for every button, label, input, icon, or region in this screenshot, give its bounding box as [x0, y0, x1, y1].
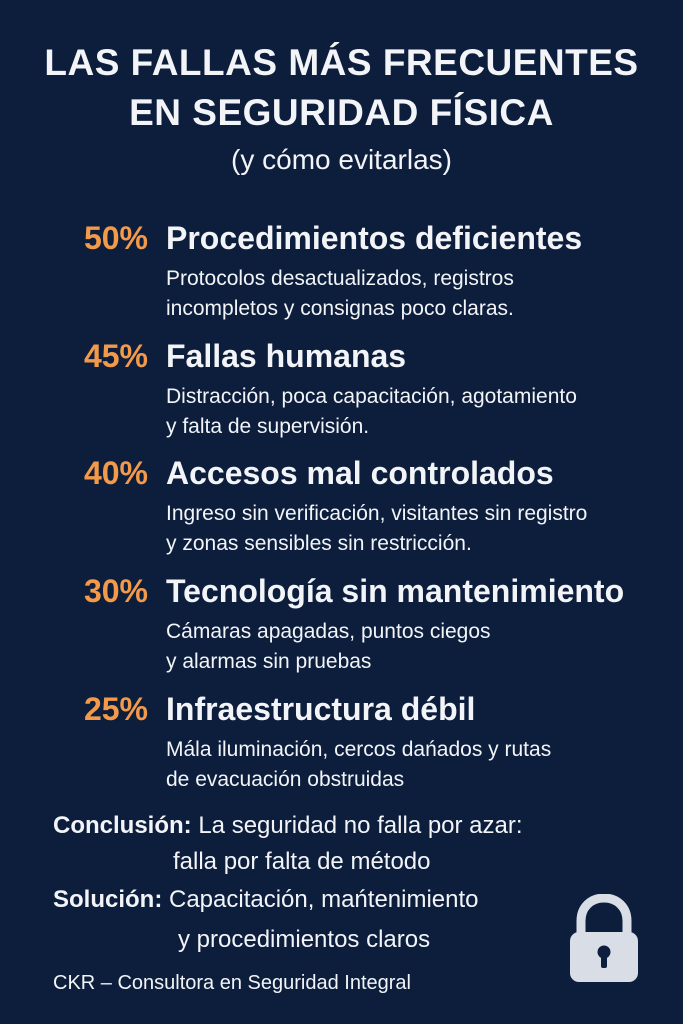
footer-credit: CKR – Consultora en Seguridad Integral	[53, 972, 411, 994]
title-line-1: LAS FALLAS MÁS FRECUENTES	[44, 42, 639, 83]
conclusion-label: Conclusión:	[53, 812, 192, 839]
item-description-line-1: Mála iluminación, cercos dańados y rutas	[166, 738, 552, 761]
conclusion-line-1: Conclusión: La seguridad no falla por az…	[53, 810, 523, 842]
item-description-line-1: Ingreso sin verificación, visitantes sin…	[166, 502, 588, 525]
item-title: Infraestructura débil	[166, 691, 476, 727]
conclusion-text-line-1: La seguridad no falla por azar:	[198, 812, 523, 839]
item-description: Ingreso sin verificación, visitantes sin…	[166, 499, 587, 559]
title-line-2: EN SEGURIDAD FÍSICA	[129, 92, 554, 133]
item-description: Cámaras apagadas, puntos ciegos y alarma…	[166, 617, 491, 677]
item-description: Mála iluminación, cercos dańados y rutas…	[166, 735, 551, 795]
item-description-line-1: Protocolos desactualizados, registros	[166, 267, 514, 290]
item-description-line-2: y falta de supervisión.	[166, 415, 370, 438]
item-description-line-1: Distracción, poca capacitación, agotamie…	[166, 385, 577, 408]
item-title: Tecnología sin mantenimiento	[166, 573, 625, 609]
percent-value: 25%	[83, 691, 148, 727]
list-item-procedimientos: 50% Procedimientos deficientes Protocolo…	[0, 218, 683, 328]
list-item-accesos: 40% Accesos mal controlados Ingreso sin …	[0, 453, 683, 563]
list-item-fallas-humanas: 45% Fallas humanas Distracción, poca cap…	[0, 336, 683, 446]
item-title: Accesos mal controlados	[166, 455, 554, 491]
percent-value: 50%	[83, 220, 148, 256]
item-title: Procedimientos deficientes	[166, 220, 583, 256]
list-item-infraestructura: 25% Infraestructura débil Mála iluminaci…	[0, 689, 683, 799]
solution-block: Solución: Capacitación, mańtenimiento y …	[53, 884, 613, 954]
item-description-line-2: de evacuación obstruidas	[166, 768, 405, 791]
solution-line-1: Solución: Capacitación, mańtenimiento	[53, 884, 479, 916]
item-title: Fallas humanas	[166, 338, 407, 374]
item-description-line-2: incompletos y consignas poco claras.	[166, 297, 514, 320]
percent-value: 40%	[83, 455, 148, 491]
padlock-icon	[570, 894, 638, 982]
item-description-line-2: y alarmas sin pruebas	[166, 650, 372, 673]
percent-value: 30%	[83, 573, 148, 609]
item-description: Distracción, poca capacitación, agotamie…	[166, 382, 577, 442]
item-description-line-2: y zonas sensibles sin restricción.	[166, 532, 472, 555]
item-description: Protocolos desactualizados, registros in…	[166, 264, 514, 324]
padlock-keyhole	[597, 945, 611, 959]
solution-text-line-1: Capacitación, mańtenimiento	[169, 886, 479, 913]
padlock-keyhole-slot	[601, 954, 607, 968]
page-subtitle: (y cómo evitarlas)	[231, 144, 452, 175]
item-description-line-1: Cámaras apagadas, puntos ciegos	[166, 620, 491, 643]
solution-label: Solución:	[53, 886, 163, 913]
padlock-shackle	[576, 894, 632, 941]
list-item-tecnologia: 30% Tecnología sin mantenimiento Cámaras…	[0, 571, 683, 681]
solution-text-line-2: y procedimientos claros	[178, 926, 431, 953]
conclusion-block: Conclusión: La seguridad no falla por az…	[53, 810, 613, 880]
conclusion-text-line-2: falla por falta de método	[173, 848, 431, 875]
percent-value: 45%	[83, 338, 148, 374]
